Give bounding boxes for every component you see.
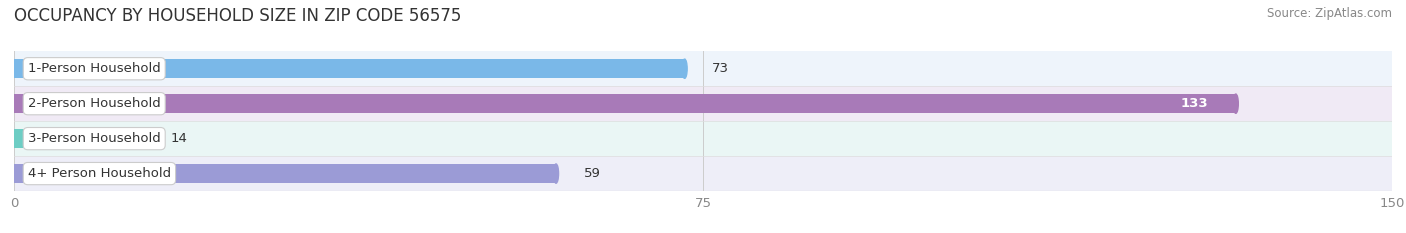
Bar — [14, 156, 1392, 191]
Text: 133: 133 — [1181, 97, 1208, 110]
Text: 59: 59 — [583, 167, 600, 180]
Text: 3-Person Household: 3-Person Household — [28, 132, 160, 145]
Bar — [14, 51, 1392, 86]
Text: Source: ZipAtlas.com: Source: ZipAtlas.com — [1267, 7, 1392, 20]
Bar — [14, 129, 142, 148]
Bar — [14, 94, 1236, 113]
Text: 4+ Person Household: 4+ Person Household — [28, 167, 172, 180]
Text: 73: 73 — [713, 62, 730, 75]
Text: 2-Person Household: 2-Person Household — [28, 97, 160, 110]
Bar — [14, 121, 1392, 156]
Bar — [14, 59, 685, 78]
Circle shape — [141, 129, 145, 148]
Circle shape — [1233, 94, 1239, 113]
Circle shape — [554, 164, 558, 183]
Text: 1-Person Household: 1-Person Household — [28, 62, 160, 75]
Circle shape — [682, 59, 688, 78]
Bar — [14, 86, 1392, 121]
Bar — [14, 164, 555, 183]
Text: OCCUPANCY BY HOUSEHOLD SIZE IN ZIP CODE 56575: OCCUPANCY BY HOUSEHOLD SIZE IN ZIP CODE … — [14, 7, 461, 25]
Text: 14: 14 — [170, 132, 187, 145]
